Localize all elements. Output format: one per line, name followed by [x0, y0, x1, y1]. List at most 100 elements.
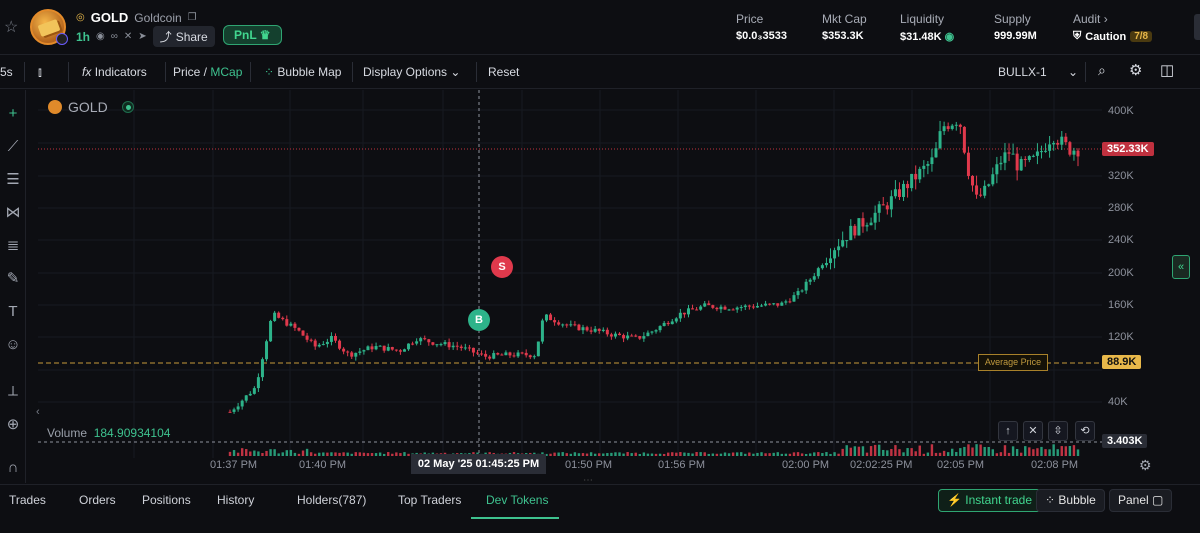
candle-body [853, 225, 857, 236]
x-twitter-icon[interactable]: ✕ [123, 31, 133, 42]
candle-body [1027, 156, 1031, 160]
candle-body [451, 345, 455, 348]
camera-icon[interactable]: ◫ [1160, 62, 1175, 79]
fib-levels-icon[interactable]: ≣ [6, 237, 20, 254]
volume-bar [662, 453, 666, 456]
volume-bar [691, 453, 694, 456]
candle-type-icon[interactable]: ⫾ [38, 65, 42, 79]
candle-body [277, 312, 281, 318]
x-tick: 01:50 PM [565, 459, 613, 471]
tab-history[interactable]: History [217, 493, 255, 507]
volume-bar [817, 452, 820, 456]
tab-dev-tokens[interactable]: Dev Tokens [486, 493, 549, 507]
volume-bar [748, 452, 751, 456]
volume-bar [1060, 446, 1063, 456]
bubble-map-button[interactable]: ⁘ Bubble Map [264, 65, 342, 79]
interval-selector[interactable]: 5s [0, 65, 13, 79]
resize-handle[interactable]: ⋯ [583, 475, 593, 486]
ruler-icon[interactable]: ⟂ [7, 383, 18, 400]
candle-body [914, 173, 918, 180]
price-mcap-toggle[interactable]: Price / MCap [173, 65, 243, 79]
volume-bar [318, 452, 321, 456]
candle-body [309, 339, 313, 341]
candle-body [946, 126, 950, 129]
scroll-up-icon[interactable]: ↑ [998, 421, 1018, 441]
volume-bar [338, 452, 341, 456]
tab-positions[interactable]: Positions [142, 493, 191, 507]
candle-body [447, 342, 451, 348]
magnet-icon[interactable]: ∩ [7, 459, 19, 476]
panel-button[interactable]: Panel ▢ [1109, 489, 1173, 512]
candle-body [573, 324, 577, 326]
source-selector[interactable]: BULLX-1 ⌄ [998, 65, 1079, 79]
display-options-dropdown[interactable]: Display Options ⌄ [363, 65, 461, 79]
tab-top-traders[interactable]: Top Traders [398, 493, 462, 507]
volume-bar [861, 446, 865, 456]
volume-bar [1003, 445, 1007, 456]
candle-body [731, 309, 735, 311]
indicators-button[interactable]: fx Indicators [82, 65, 147, 79]
telegram-icon[interactable]: ➤ [138, 31, 147, 42]
zoom-in-icon[interactable]: ⊕ [6, 416, 20, 433]
trend-line-icon[interactable]: ⟋ [7, 138, 19, 155]
stat-mkt-cap: Mkt Cap $353.3K [822, 12, 867, 42]
volume-bar [297, 453, 301, 456]
copy-icon[interactable]: ❐ [187, 12, 197, 23]
crosshair-icon[interactable]: + [8, 105, 18, 122]
candle-body [549, 314, 553, 321]
volume-bar [646, 453, 650, 456]
instant-trade-button[interactable]: ⚡ Instant trade [938, 489, 1042, 512]
website-icon[interactable]: ◉ [96, 31, 105, 42]
stat-audit[interactable]: Audit › ⛨ Caution 7/8 [1073, 12, 1153, 43]
candle-body [601, 329, 605, 331]
volume-bar [792, 452, 796, 456]
brush-icon[interactable]: ✎ [6, 270, 20, 287]
volume-bar [269, 449, 272, 456]
candle-body [865, 225, 869, 227]
candle-body [723, 306, 727, 310]
emoji-icon[interactable]: ☺ [5, 336, 21, 353]
settings-gear-icon[interactable]: ⚙ [1129, 62, 1143, 79]
candle-body [707, 303, 711, 306]
reset-button[interactable]: Reset [488, 65, 520, 79]
chevron-down-icon: ⌄ [450, 65, 461, 79]
candle-body [727, 309, 731, 311]
token-name: Goldcoin [134, 10, 182, 25]
tab-trades[interactable]: Trades [9, 493, 46, 507]
pattern-icon[interactable]: ⋈ [5, 204, 21, 221]
buy-marker[interactable]: B [468, 309, 490, 331]
candle-body [788, 301, 792, 303]
horizontal-lines-icon[interactable]: ☰ [6, 171, 20, 188]
price-chart[interactable] [38, 90, 1102, 458]
close-pane-icon[interactable]: ✕ [1023, 421, 1043, 441]
tab-holders[interactable]: Holders(787) [297, 493, 367, 507]
candle-body [1076, 150, 1080, 157]
pnl-button[interactable]: PnL ♛ [223, 25, 282, 45]
bubble-button[interactable]: ⁘ Bubble [1036, 489, 1105, 512]
collapse-pane-icon[interactable]: ⇳ [1048, 421, 1068, 441]
candle-body [922, 165, 926, 169]
axis-settings-icon[interactable]: ⚙ [1139, 457, 1152, 473]
search-zoom-icon[interactable]: ⌕ [1098, 62, 1106, 78]
volume-bar [877, 444, 881, 456]
tab-orders[interactable]: Orders [79, 493, 116, 507]
expand-panel-icon[interactable]: « [1172, 255, 1190, 279]
refresh-pane-icon[interactable]: ⟲ [1075, 421, 1095, 441]
candle-body [463, 347, 467, 349]
candle-body [423, 338, 427, 340]
share-button[interactable]: ⤴ Share [152, 26, 215, 47]
link-icon[interactable]: ∞ [110, 31, 118, 42]
volume-bar [249, 451, 252, 456]
candle-body [857, 218, 861, 236]
collapse-tools-icon[interactable]: ‹ [36, 406, 40, 418]
text-tool-icon[interactable]: T [8, 303, 18, 320]
volume-bar [719, 453, 723, 456]
volume-bar [314, 453, 317, 456]
favorite-star-icon[interactable]: ☆ [4, 19, 19, 36]
candle-body [650, 331, 654, 333]
candle-body [812, 276, 816, 280]
chart-legend: GOLD [48, 99, 134, 115]
sell-marker[interactable]: S [491, 256, 513, 278]
side-panel-toggle[interactable] [1194, 14, 1200, 40]
y-tick: 40K [1108, 396, 1128, 408]
